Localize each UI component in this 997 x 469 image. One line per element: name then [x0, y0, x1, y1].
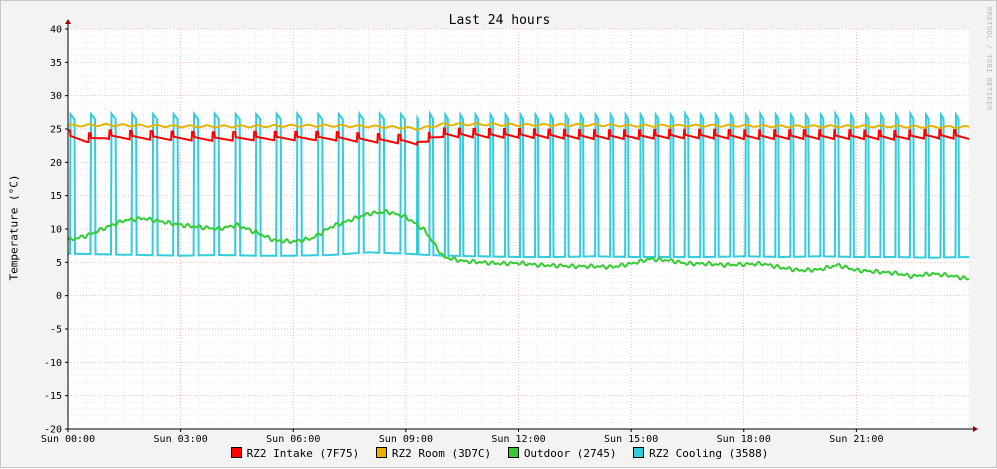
watermark: RRDTOOL / TOBI OETIKER: [985, 7, 993, 111]
x-tick-label: Sun 21:00: [829, 434, 883, 445]
legend: RZ2 Intake (7F75) RZ2 Room (3D7C) Outdoo…: [1, 447, 997, 460]
series-line-cooling: [68, 109, 969, 259]
legend-label-outdoor: Outdoor (2745): [523, 447, 617, 460]
x-tick-label: Sun 03:00: [154, 434, 208, 445]
legend-swatch-cooling: [633, 447, 645, 458]
x-tick-label: Sun 12:00: [491, 434, 545, 445]
y-tick-label: 0: [56, 291, 62, 302]
x-tick-label: Sun 09:00: [379, 434, 433, 445]
legend-label-room: RZ2 Room (3D7C): [391, 447, 492, 460]
legend-label-cooling: RZ2 Cooling (3588): [649, 447, 769, 460]
x-axis-arrow: [973, 426, 978, 432]
y-tick-label: 30: [50, 91, 62, 102]
y-tick-label: 15: [50, 191, 62, 202]
y-tick-label: 25: [50, 125, 62, 136]
y-tick-label: -15: [44, 391, 62, 402]
chart-title: Last 24 hours: [448, 13, 551, 28]
y-tick-label: 20: [50, 158, 62, 169]
legend-swatch-intake: [230, 447, 242, 458]
legend-item-room: RZ2 Room (3D7C): [375, 447, 492, 460]
y-tick-label: 40: [50, 25, 62, 36]
series-line-intake: [67, 127, 970, 146]
y-tick-label: -5: [50, 325, 62, 336]
y-axis-arrow: [65, 19, 71, 24]
legend-swatch-room: [375, 447, 387, 458]
y-tick-label: -10: [44, 358, 62, 369]
x-tick-label: Sun 15:00: [604, 434, 658, 445]
legend-item-cooling: RZ2 Cooling (3588): [633, 447, 768, 460]
legend-item-intake: RZ2 Intake (7F75): [230, 447, 360, 460]
y-tick-label: 10: [50, 225, 62, 236]
legend-item-outdoor: Outdoor (2745): [507, 447, 617, 460]
series-line-outdoor: [67, 208, 970, 281]
legend-swatch-outdoor: [507, 447, 519, 458]
legend-label-intake: RZ2 Intake (7F75): [246, 447, 360, 460]
y-tick-label: 5: [56, 258, 62, 269]
y-tick-label: 35: [50, 58, 62, 69]
series-line-room: [67, 122, 970, 132]
y-tick-label: -20: [44, 425, 62, 436]
x-tick-label: Sun 06:00: [266, 434, 320, 445]
x-tick-label: Sun 18:00: [717, 434, 771, 445]
x-tick-label: Sun 00:00: [41, 434, 95, 445]
